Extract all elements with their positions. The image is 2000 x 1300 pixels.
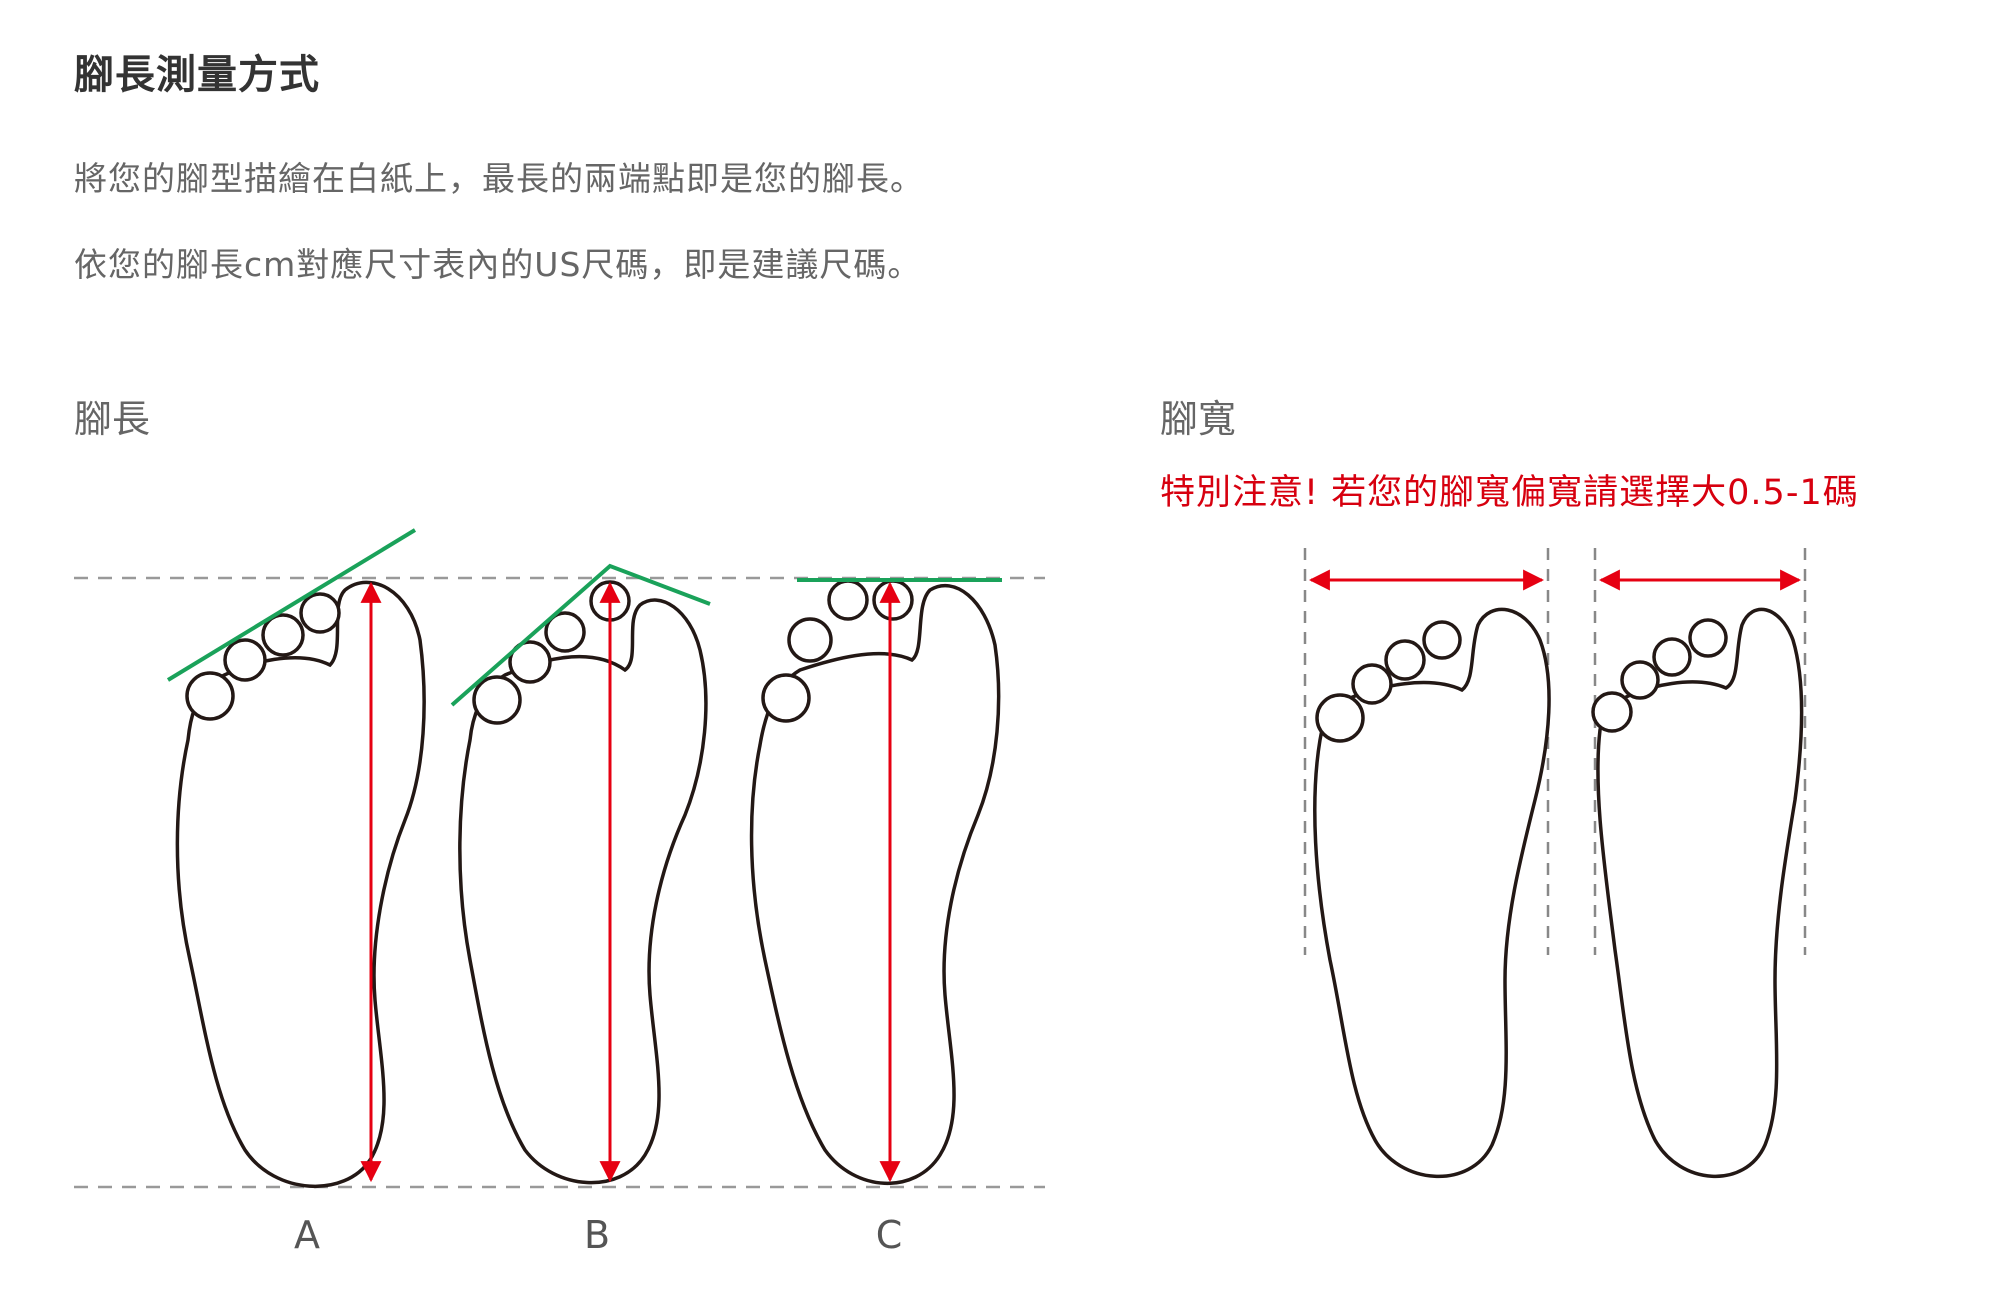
toe-line-b [450,563,711,707]
instruction-line-1: 將您的腳型描繪在白紙上，最長的兩端點即是您的腳長。 [74,159,924,198]
width-foot-1 [1308,569,1551,1178]
page-title: 腳長測量方式 [74,52,320,98]
foot-width-heading: 腳寬 [1160,397,1237,441]
width-foot-2 [1591,569,1804,1179]
foot-length-heading: 腳長 [74,397,151,441]
toe-line-a [166,528,417,682]
instruction-line-2: 依您的腳長cm對應尺寸表內的US尺碼，即是建議尺碼。 [74,245,922,284]
foot-c [749,578,1002,1186]
width-notice: 特別注意! 若您的腳寬偏寬請選擇大0.5-1碼 [1160,473,1859,513]
foot-a [166,528,426,1188]
foot-b [450,563,711,1185]
label-c: C [876,1213,903,1257]
label-b: B [584,1213,610,1257]
label-a: A [294,1213,320,1257]
